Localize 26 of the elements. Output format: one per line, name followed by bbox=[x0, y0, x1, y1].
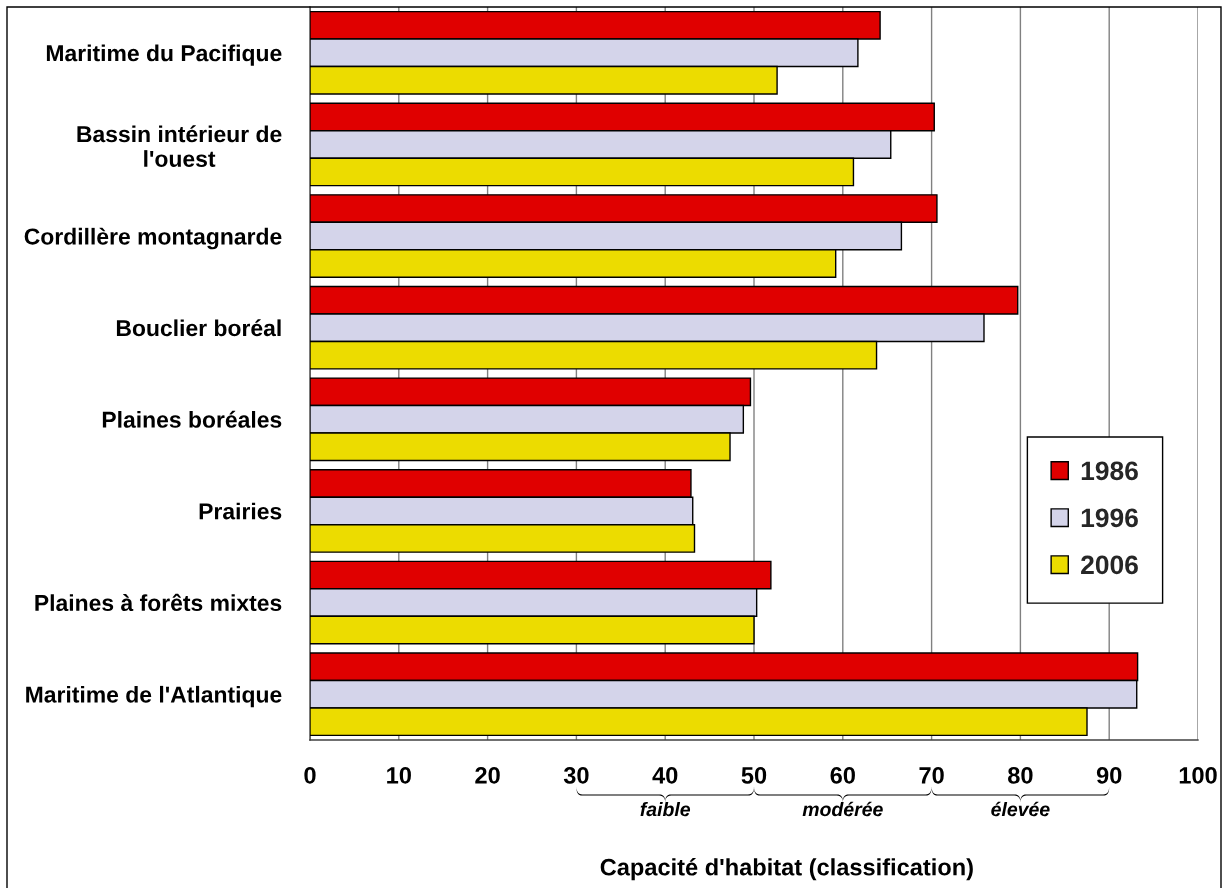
x-tick-label: 60 bbox=[830, 767, 855, 784]
x-tick-label: 50 bbox=[741, 767, 767, 784]
y-tick-label: Plaines boréales bbox=[102, 410, 282, 428]
y-tick-label: Bassin intérieur de l'ouest bbox=[77, 125, 282, 167]
x-tick-label: 100 bbox=[1179, 767, 1217, 784]
text: élevée bbox=[991, 801, 1050, 817]
x-tick-label: 30 bbox=[563, 767, 589, 784]
x-tick-label: 80 bbox=[1008, 767, 1033, 784]
y-tick-label: Bouclier boréal bbox=[116, 319, 281, 337]
y-tick-label: Cordillère montagnarde bbox=[24, 227, 282, 250]
y-tick-label: Maritime du Pacifique bbox=[46, 44, 282, 66]
x-tick-label: 70 bbox=[919, 767, 944, 784]
x-tick-label: 0 bbox=[304, 767, 316, 784]
y-tick-label: Maritime de l'Atlantique bbox=[26, 685, 282, 708]
legend-label: 2006 bbox=[1081, 555, 1138, 575]
x-tick-label: 40 bbox=[652, 767, 678, 784]
x-tick-label: 20 bbox=[475, 767, 500, 784]
y-tick-label: Prairies bbox=[199, 502, 282, 520]
text: faible bbox=[640, 801, 691, 817]
legend-label: 1996 bbox=[1081, 508, 1138, 528]
x-axis-title: Capacité d'habitat (classification) bbox=[600, 858, 973, 881]
x-tick-label: 10 bbox=[387, 767, 411, 784]
x-tick-label: 90 bbox=[1096, 767, 1122, 784]
y-tick-label: Plaines à forêts mixtes bbox=[35, 593, 282, 612]
legend-label: 1986 bbox=[1081, 461, 1138, 481]
text: modérée bbox=[802, 801, 883, 817]
